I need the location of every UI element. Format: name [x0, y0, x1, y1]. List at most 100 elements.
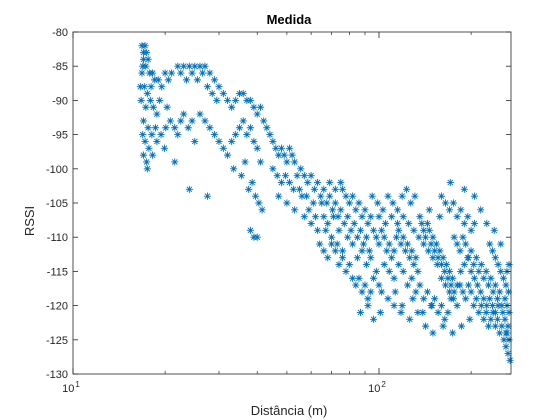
data-point — [196, 62, 204, 70]
data-point — [420, 295, 428, 303]
data-point — [505, 308, 513, 317]
data-point — [491, 308, 499, 317]
data-point — [191, 62, 199, 70]
x-axis-label: Distância (m) — [251, 403, 328, 418]
data-point — [174, 131, 182, 139]
data-point — [384, 192, 392, 200]
data-point — [393, 206, 402, 214]
y-tick-label: -90 — [52, 95, 68, 107]
data-point — [470, 302, 478, 310]
data-point — [437, 302, 446, 310]
data-point — [403, 281, 412, 289]
data-point — [416, 281, 424, 289]
data-point — [364, 295, 372, 303]
data-point — [349, 274, 357, 282]
data-point — [431, 247, 439, 255]
data-point — [497, 267, 505, 275]
data-point — [326, 192, 334, 200]
data-point — [161, 69, 169, 77]
data-point — [375, 213, 383, 221]
data-point — [345, 199, 353, 207]
data-point — [482, 267, 490, 275]
data-point — [285, 178, 294, 187]
data-point — [144, 55, 152, 63]
data-point — [420, 240, 428, 248]
data-point — [390, 274, 398, 282]
data-point — [323, 199, 331, 207]
data-point — [414, 308, 422, 317]
data-point — [185, 185, 193, 193]
data-point — [460, 260, 468, 269]
data-point — [488, 302, 497, 310]
data-point — [466, 315, 474, 323]
data-point — [219, 144, 227, 152]
data-point — [311, 213, 320, 221]
data-point — [477, 302, 485, 310]
data-point — [368, 192, 376, 200]
data-point — [280, 151, 288, 159]
data-point — [141, 137, 149, 146]
axes: -80 -85 -90 -95 -100 -105 -110 -115 -120 -125 -130… — [46, 27, 512, 395]
data-point — [374, 199, 382, 207]
data-point — [362, 260, 371, 269]
data-point — [300, 213, 308, 221]
data-point — [499, 308, 507, 317]
data-point — [462, 240, 470, 248]
data-point — [326, 178, 334, 187]
data-point — [201, 117, 209, 125]
data-point — [470, 274, 478, 282]
data-point — [358, 247, 366, 255]
data-point — [375, 240, 383, 248]
data-point — [188, 69, 196, 77]
data-point — [475, 308, 483, 317]
data-point — [427, 240, 435, 248]
y-axis-label: RSSI — [22, 206, 37, 236]
data-point — [158, 83, 166, 91]
data-point — [484, 281, 493, 289]
y-tick-label: -130 — [46, 369, 68, 381]
data-point — [157, 131, 165, 139]
data-point — [392, 233, 401, 241]
data-point — [467, 288, 475, 296]
data-point — [335, 226, 343, 234]
data-point — [439, 322, 447, 330]
data-point — [350, 219, 358, 228]
data-point — [367, 213, 375, 221]
data-point — [230, 165, 238, 173]
data-point — [408, 274, 416, 282]
data-point — [410, 260, 418, 269]
data-point — [196, 110, 204, 118]
data-point — [283, 158, 291, 166]
data-point — [156, 96, 164, 104]
data-point — [356, 226, 365, 234]
data-point — [344, 233, 352, 241]
data-point — [477, 260, 485, 269]
data-point — [291, 206, 299, 214]
data-point — [324, 254, 332, 262]
data-point — [480, 315, 488, 323]
data-point — [269, 165, 277, 173]
data-point — [477, 206, 485, 214]
data-point — [288, 151, 296, 159]
data-point — [425, 226, 433, 234]
data-point — [496, 288, 504, 296]
data-point — [498, 302, 506, 310]
data-point — [477, 288, 485, 296]
data-point — [472, 254, 480, 262]
data-point — [442, 260, 450, 269]
y-tick-label: -95 — [52, 130, 68, 142]
data-point — [484, 322, 493, 330]
data-point — [470, 219, 478, 228]
data-point — [340, 219, 348, 228]
x-tick-label: 102 — [368, 380, 386, 395]
data-point — [441, 267, 449, 275]
data-point — [453, 240, 461, 248]
data-point — [390, 302, 398, 310]
data-point — [358, 288, 366, 296]
data-point — [203, 83, 212, 91]
data-point — [162, 124, 170, 132]
data-point — [153, 110, 161, 118]
data-point — [228, 137, 236, 146]
data-point — [369, 274, 378, 282]
data-point — [385, 267, 393, 275]
